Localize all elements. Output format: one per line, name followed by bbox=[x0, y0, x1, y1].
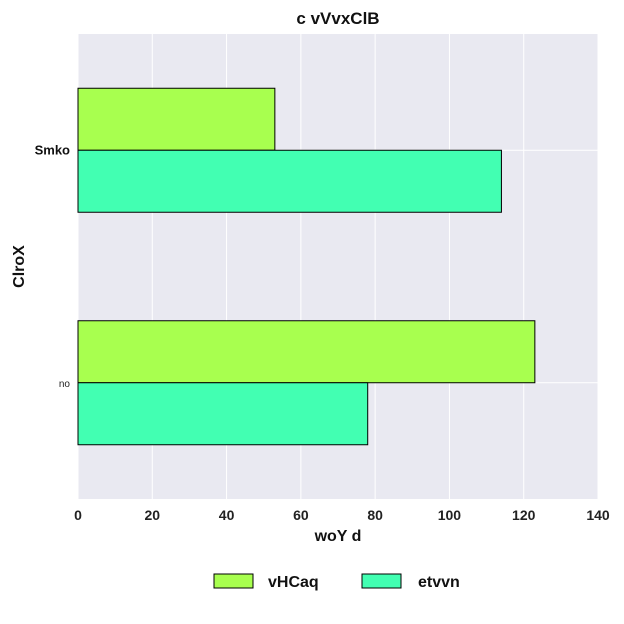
x-tick-label: 40 bbox=[219, 507, 235, 523]
bars bbox=[77, 87, 536, 446]
legend-swatch-etvvn bbox=[361, 573, 402, 589]
x-tick-label: 80 bbox=[367, 507, 383, 523]
y-ticks: Smko no bbox=[35, 142, 71, 390]
x-tick-label: 60 bbox=[293, 507, 309, 523]
legend: vHCaq etvvn bbox=[213, 573, 460, 591]
x-tick-label: 100 bbox=[438, 507, 462, 523]
y-tick-label: Smko bbox=[35, 142, 70, 157]
bar-etvvn-Smko bbox=[77, 149, 502, 213]
legend-label-etvvn: etvvn bbox=[418, 574, 460, 591]
bar-vHCaq-no bbox=[77, 320, 536, 384]
x-ticks: 0 20 40 60 80 100 120 140 bbox=[74, 507, 610, 523]
x-tick-label: 140 bbox=[586, 507, 610, 523]
x-tick-label: 0 bbox=[74, 507, 82, 523]
bar-vHCaq-Smko bbox=[77, 87, 276, 151]
x-axis-label: woY d bbox=[314, 528, 362, 545]
legend-label-vHCaq: vHCaq bbox=[268, 574, 319, 591]
x-tick-label: 20 bbox=[144, 507, 160, 523]
x-tick-label: 120 bbox=[512, 507, 536, 523]
bar-etvvn-no bbox=[77, 382, 369, 446]
y-axis-label: ClroX bbox=[11, 245, 28, 288]
legend-swatch-vHCaq bbox=[213, 573, 254, 589]
y-tick-label: no bbox=[59, 379, 71, 390]
chart-title: c vVvxClB bbox=[296, 9, 379, 28]
